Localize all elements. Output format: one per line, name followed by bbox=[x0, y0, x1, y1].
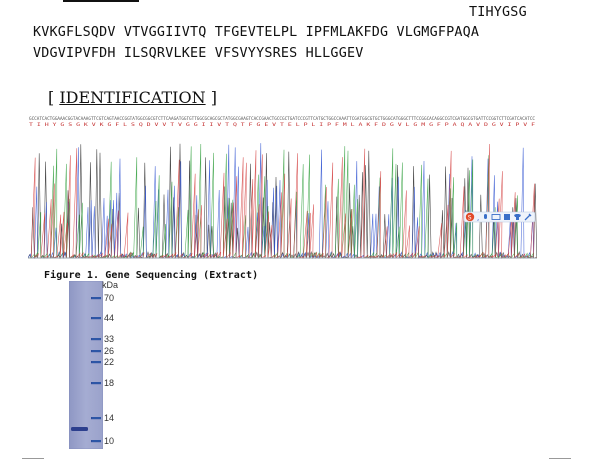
base-calls: GCCATCACTGGAAACGGTACAAAGTTCGTCAGTAACCGGT… bbox=[29, 116, 536, 121]
wrench-icon[interactable] bbox=[524, 213, 532, 221]
marker-tick bbox=[92, 350, 101, 352]
amino-acid-calls: T I H Y G S G K V K G F L S Q D V V T V … bbox=[29, 122, 535, 128]
bracket-close: ] bbox=[205, 88, 217, 107]
shirt-icon[interactable] bbox=[514, 214, 521, 220]
trace-lines bbox=[27, 143, 542, 260]
marker-label: 44 bbox=[104, 313, 115, 323]
ime-toolbar-bg bbox=[463, 211, 536, 223]
sogou-s-icon[interactable] bbox=[465, 212, 475, 222]
kda-unit-label: kDa bbox=[102, 280, 119, 290]
bracket-open: [ bbox=[48, 88, 60, 107]
sequencing-chromatogram: GCCATCACTGGAAACGGTACAAAGTTCGTCAGTAACCGGT… bbox=[27, 114, 542, 260]
grid-icon[interactable] bbox=[504, 214, 510, 220]
marker-tick bbox=[92, 317, 101, 319]
ime-toolbar[interactable]: S , bbox=[463, 211, 536, 223]
sogou-s-glyph: S bbox=[468, 215, 472, 222]
marker-tick bbox=[92, 338, 101, 340]
chromatogram-svg: GCCATCACTGGAAACGGTACAAAGTTCGTCAGTAACCGGT… bbox=[27, 116, 542, 260]
marker-label: 14 bbox=[104, 413, 115, 423]
header-rule bbox=[63, 0, 139, 2]
marker-label: 26 bbox=[104, 346, 115, 356]
corner-mark-left bbox=[22, 458, 44, 459]
sequence-line-0: TIHYGSG bbox=[469, 5, 527, 20]
gel-svg bbox=[68, 280, 104, 450]
corner-mark-right bbox=[549, 458, 571, 459]
marker-label: 33 bbox=[104, 334, 115, 344]
marker-tick bbox=[92, 382, 101, 384]
sds-page-gel bbox=[68, 280, 104, 450]
identification-title: IDENTIFICATION bbox=[59, 88, 206, 107]
marker-label: 22 bbox=[104, 357, 115, 367]
marker-tick bbox=[92, 417, 101, 419]
marker-tick bbox=[92, 297, 101, 299]
marker-tick bbox=[92, 361, 101, 363]
sequence-line-2: VDGVIPVFDH ILSQRVLKEE VFSVYYSRES HLLGGEV bbox=[33, 46, 364, 61]
marker-label: 70 bbox=[104, 293, 115, 303]
figure-caption: Figure 1. Gene Sequencing (Extract) bbox=[44, 270, 259, 281]
marker-tick bbox=[92, 440, 101, 442]
marker-label: 10 bbox=[104, 436, 115, 446]
mic-icon[interactable] bbox=[484, 214, 487, 219]
marker-label: 18 bbox=[104, 378, 115, 388]
gel-background bbox=[69, 281, 103, 449]
comma-icon[interactable]: , bbox=[477, 214, 479, 222]
identification-heading: [ IDENTIFICATION ] bbox=[48, 88, 217, 107]
sequence-line-1: KVKGFLSQDV VTVGGIIVTQ TFGEVTELPL IPFMLAK… bbox=[33, 25, 480, 40]
keyboard-icon[interactable] bbox=[491, 214, 501, 220]
sample-band bbox=[71, 427, 88, 431]
